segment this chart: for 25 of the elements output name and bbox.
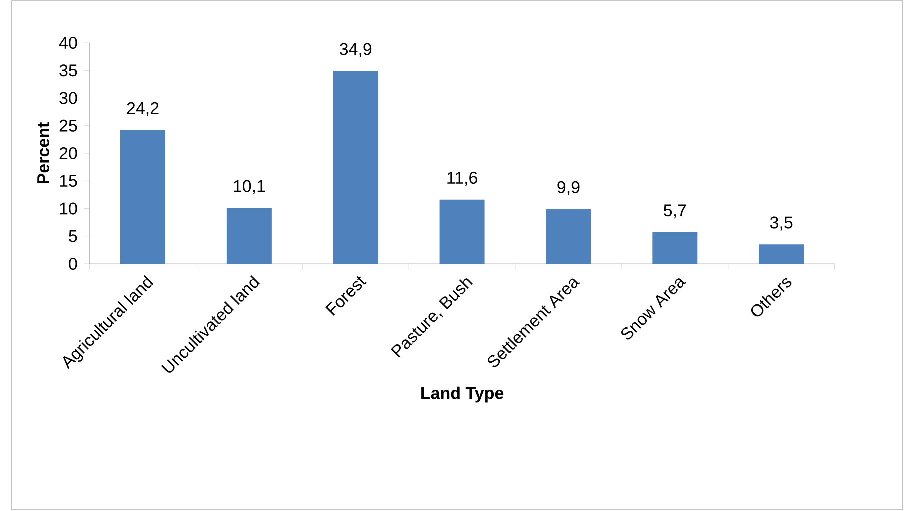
bar bbox=[546, 209, 592, 264]
y-tick-label: 0 bbox=[69, 258, 78, 270]
data-label: 10,1 bbox=[234, 180, 266, 194]
y-tick-label: 15 bbox=[60, 175, 78, 188]
y-axis-title: Percent bbox=[38, 122, 50, 184]
y-tick-label: 25 bbox=[60, 120, 78, 132]
x-axis-title: Land Type bbox=[422, 386, 504, 403]
data-label: 11,6 bbox=[448, 172, 478, 186]
y-tick-label: 40 bbox=[59, 36, 78, 50]
data-label: 24,2 bbox=[127, 102, 159, 116]
bar bbox=[120, 130, 166, 264]
bar bbox=[333, 71, 378, 264]
bar bbox=[440, 200, 485, 264]
bar bbox=[652, 232, 698, 264]
bar bbox=[759, 244, 804, 264]
data-label: 3,5 bbox=[770, 216, 793, 231]
y-tick-label: 5 bbox=[69, 230, 78, 242]
data-label: 9,9 bbox=[558, 181, 580, 196]
y-tick-label: 35 bbox=[60, 64, 78, 77]
y-tick-label: 30 bbox=[60, 92, 78, 104]
bar bbox=[226, 208, 272, 264]
y-tick-label: 10 bbox=[60, 202, 78, 215]
data-label: 5,7 bbox=[664, 204, 686, 219]
data-label: 34,9 bbox=[340, 43, 372, 58]
y-tick-label: 20 bbox=[60, 147, 78, 160]
